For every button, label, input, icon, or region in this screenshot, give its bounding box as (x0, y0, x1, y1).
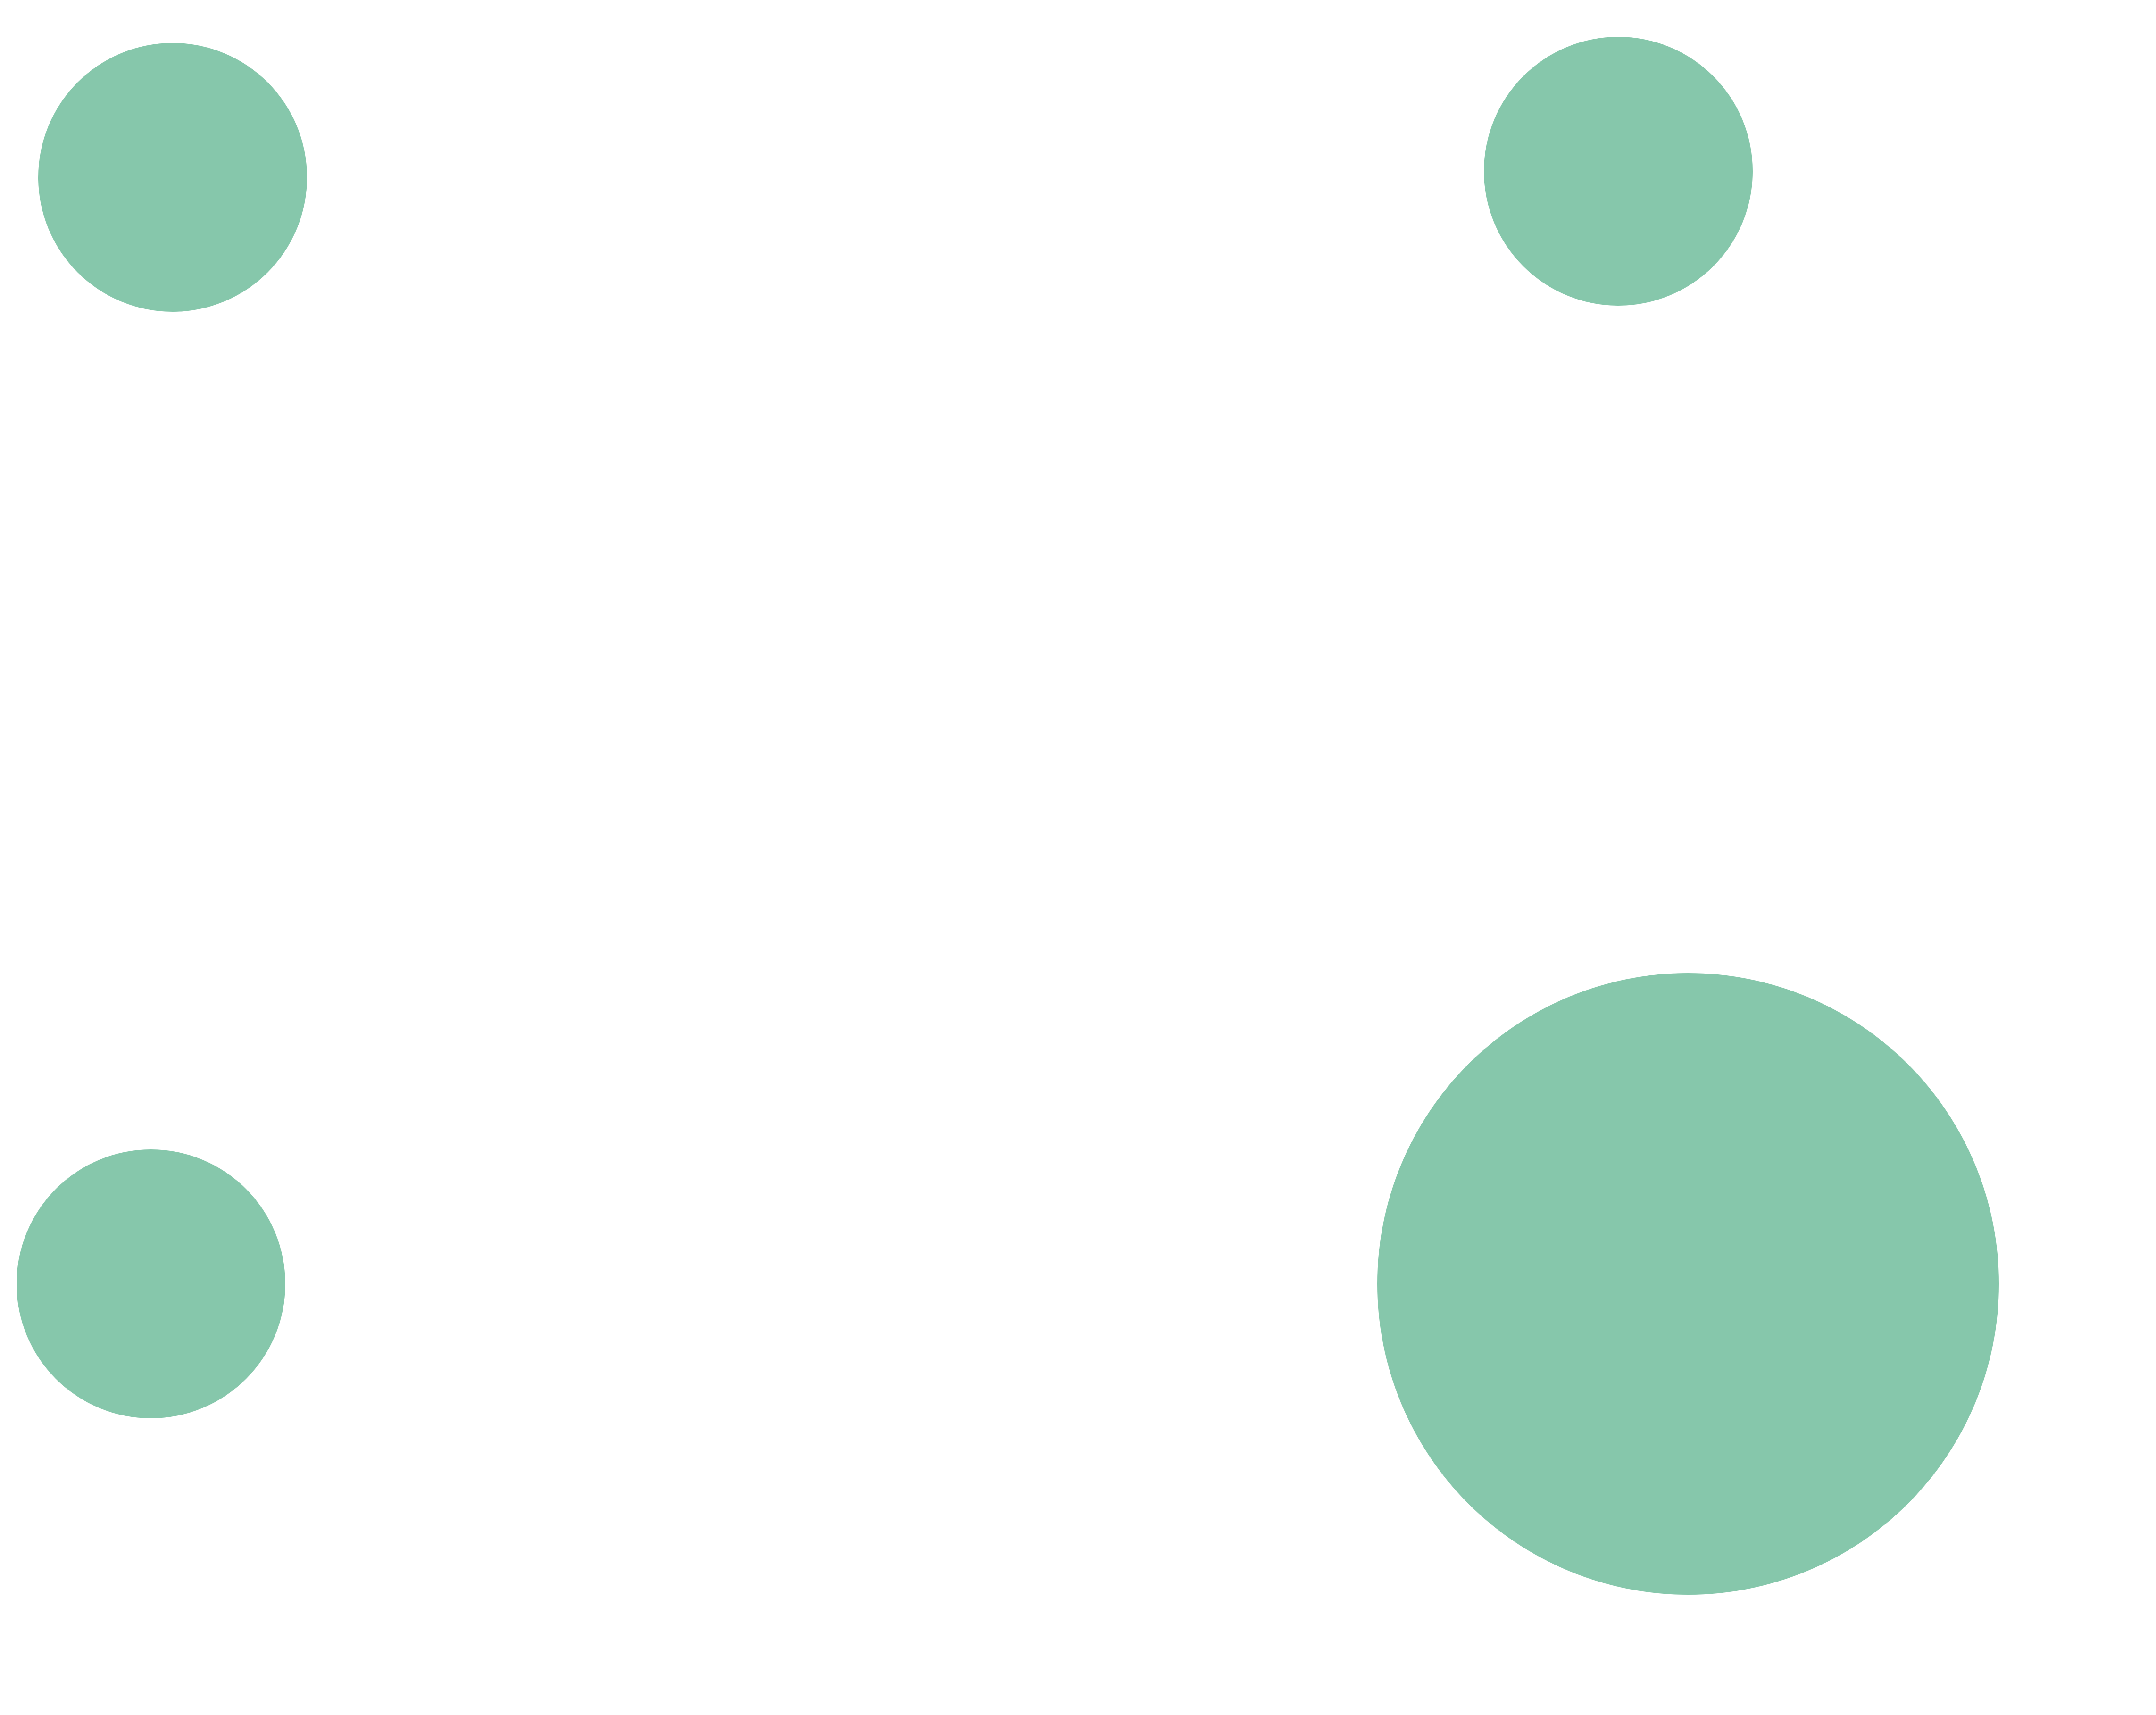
circle-top-right (1484, 37, 1753, 306)
circle-bottom-left (17, 1149, 285, 1418)
circle-bottom-right-large (1377, 973, 1999, 1595)
circle-top-left (38, 43, 307, 312)
